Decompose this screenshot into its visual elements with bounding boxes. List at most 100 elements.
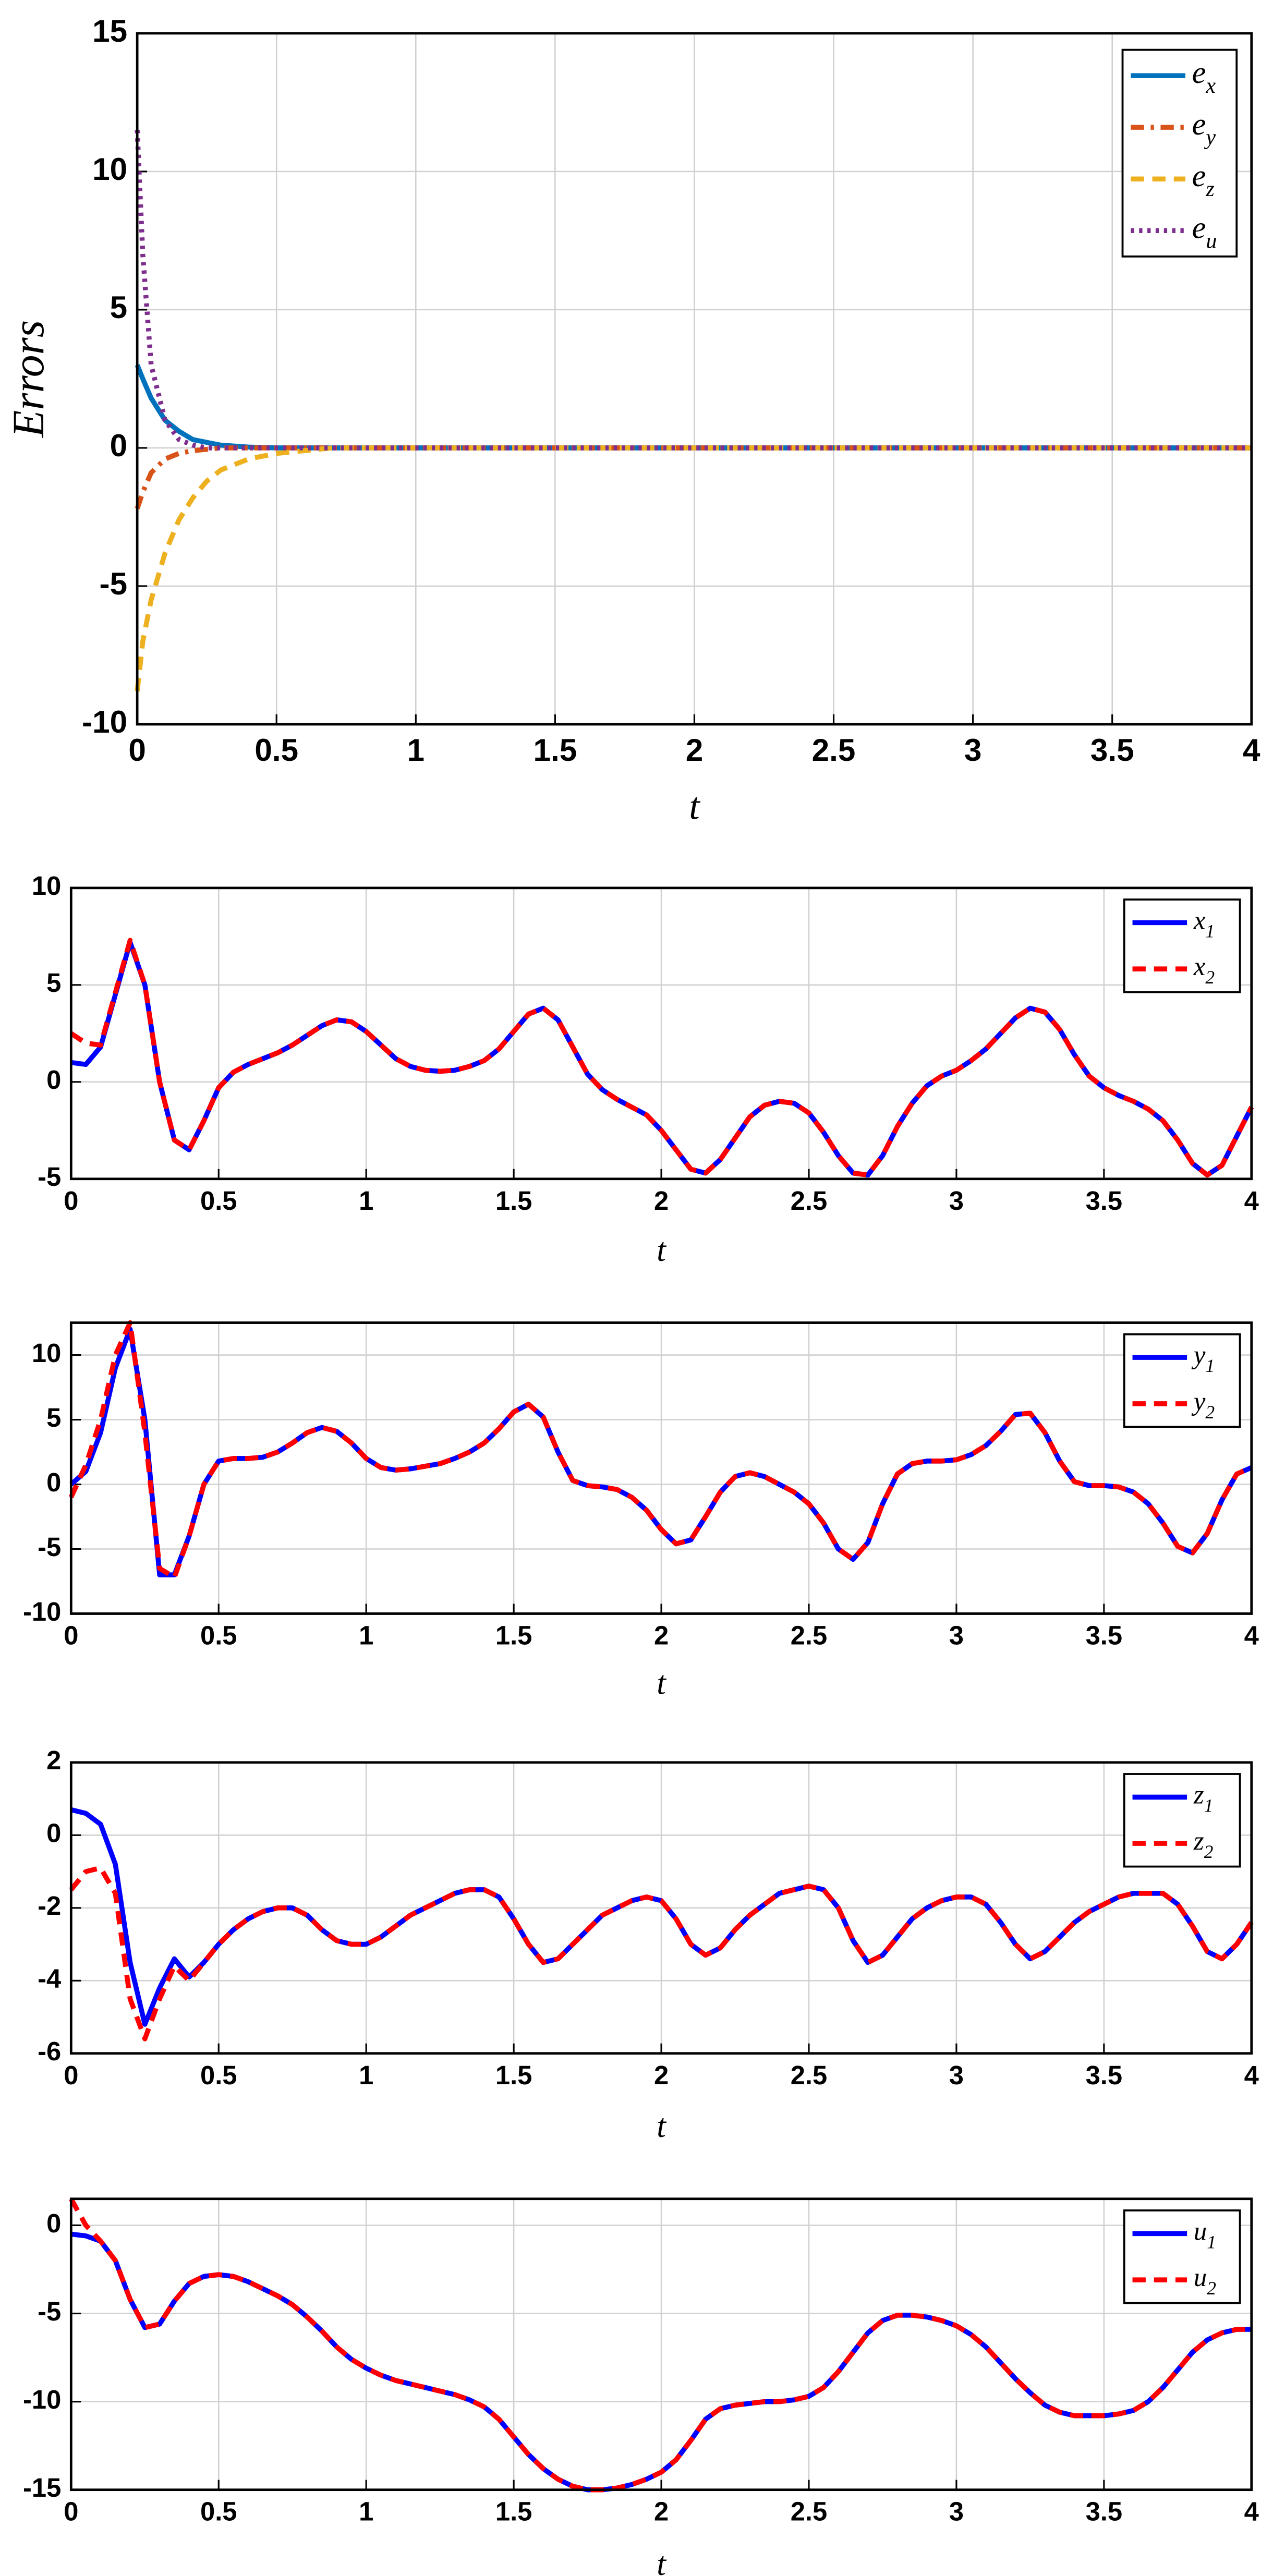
x-tick-label: 0: [64, 2497, 78, 2526]
x-tick-label: 0.5: [200, 1621, 237, 1650]
x-tick-label: 0.5: [200, 2060, 237, 2090]
legend-label: z1: [1193, 1780, 1214, 1816]
x-tick-label: 3: [949, 1186, 964, 1216]
x-axis-label: t: [657, 2108, 666, 2144]
y-tick-label: -5: [38, 1532, 61, 1562]
x-tick-label: 1.5: [495, 2060, 532, 2090]
legend-label: z2: [1193, 1826, 1214, 1863]
x-tick-label: 3: [949, 2060, 964, 2090]
y-tick-label: -10: [82, 704, 127, 739]
x-tick-label: 3.5: [1086, 2060, 1123, 2090]
x-tick-label: 4: [1244, 2497, 1259, 2526]
x-tick-label: 3.5: [1086, 2497, 1123, 2526]
y-tick-label: 15: [92, 13, 127, 48]
legend-box: [1123, 2209, 1241, 2304]
y-tick-label: -10: [23, 2385, 61, 2414]
axes-box: [69, 886, 1253, 1181]
x-axis-label: t: [657, 1232, 666, 1268]
legend-label: u2: [1194, 2263, 1216, 2299]
y-tick-label: -5: [38, 2296, 61, 2326]
y-tick-label: 10: [92, 151, 127, 187]
x-tick-label: 2: [686, 732, 704, 768]
x-tick-label: 0: [64, 1621, 78, 1650]
y-tick-label: -15: [23, 2473, 61, 2502]
subplot: 0 0.5 1 1.5 2 2.5 3 3.5 4 -10 -5 0 5 10 15 t Errors ex ey e…: [4, 13, 1260, 828]
legend-label: eu: [1192, 210, 1217, 253]
y-tick-label: 0: [110, 428, 128, 463]
legend-label: y2: [1191, 1387, 1215, 1423]
x-tick-label: 1: [359, 1621, 373, 1650]
x-tick-label: 4: [1244, 1621, 1259, 1650]
y-tick-label: -10: [23, 1597, 61, 1626]
axes-box: [69, 2197, 1253, 2492]
subplot: 0 0.5 1 1.5 2 2.5 3 3.5 4 -6 -4 -2 0 2 t z1 z2: [38, 1745, 1259, 2144]
x-axis-label: t: [657, 2546, 666, 2576]
y-tick-label: -6: [38, 2036, 61, 2066]
x-tick-label: 2: [654, 2060, 669, 2090]
legend-box: [1121, 48, 1238, 258]
legend-box: [1123, 1333, 1241, 1428]
x-tick-label: 0: [64, 1186, 78, 1216]
x-tick-label: 0: [64, 2060, 78, 2090]
x-tick-label: 2: [654, 2497, 669, 2526]
series-line: [69, 1865, 1254, 2042]
x-tick-label: 0.5: [200, 2497, 237, 2526]
legend-label: x1: [1193, 905, 1215, 942]
series-line: [135, 445, 1252, 691]
axes-box: [136, 32, 1253, 726]
y-tick-label: 10: [32, 1338, 61, 1368]
x-axis-label: t: [657, 1665, 666, 1702]
x-tick-label: 3: [949, 1621, 964, 1650]
x-tick-label: 1: [359, 2060, 373, 2090]
x-tick-label: 2.5: [791, 1186, 828, 1216]
axes-box: [69, 1761, 1253, 2055]
legend-box: [1123, 1773, 1241, 1868]
x-tick-label: 3.5: [1090, 732, 1134, 768]
x-tick-label: 2.5: [791, 1621, 828, 1650]
y-tick-label: 0: [46, 2208, 61, 2238]
x-tick-label: 1: [359, 2497, 373, 2526]
x-tick-label: 2.5: [812, 732, 856, 768]
series-line: [69, 2197, 1252, 2493]
x-tick-label: 4: [1244, 2060, 1259, 2090]
y-tick-label: 5: [46, 1403, 61, 1432]
x-tick-label: 3.5: [1086, 1186, 1123, 1216]
y-tick-label: -2: [38, 1891, 61, 1921]
y-tick-label: -5: [100, 566, 128, 601]
x-tick-label: 2: [654, 1186, 669, 1216]
y-tick-label: 10: [32, 871, 61, 901]
x-tick-label: 2: [654, 1621, 669, 1650]
legend-label: y1: [1191, 1340, 1215, 1377]
series-line: [135, 130, 1252, 451]
y-tick-label: 2: [46, 1745, 61, 1775]
legend-box: [1123, 898, 1241, 993]
legend-label: ez: [1192, 159, 1215, 201]
x-tick-label: 3: [949, 2497, 964, 2526]
x-tick-label: 1.5: [495, 1621, 532, 1650]
y-tick-label: -4: [38, 1964, 61, 1994]
x-axis-label: t: [689, 785, 700, 828]
legend-label: ey: [1192, 107, 1216, 150]
series-line: [69, 938, 1254, 1178]
y-tick-label: 5: [46, 968, 61, 998]
x-tick-label: 4: [1243, 732, 1260, 768]
y-axis-label: Errors: [4, 320, 53, 438]
y-tick-label: 0: [46, 1065, 61, 1095]
axes-box: [69, 1321, 1253, 1615]
y-tick-label: -5: [38, 1162, 61, 1192]
legend-label: x2: [1193, 952, 1215, 988]
x-tick-label: 1.5: [495, 1186, 532, 1216]
subplot: 0 0.5 1 1.5 2 2.5 3 3.5 4 -10 -5 0 5 10 t y1 y2: [23, 1320, 1259, 1702]
x-tick-label: 3.5: [1086, 1621, 1123, 1650]
x-tick-label: 1.5: [495, 2497, 532, 2526]
x-tick-label: 3: [964, 732, 982, 768]
legend-label: u1: [1194, 2216, 1216, 2253]
x-tick-label: 2.5: [791, 2060, 828, 2090]
x-tick-label: 4: [1244, 1186, 1259, 1216]
x-tick-label: 1: [407, 732, 425, 768]
x-tick-label: 0: [128, 732, 146, 768]
x-tick-label: 1.5: [534, 732, 577, 768]
legend-label: ex: [1192, 55, 1216, 98]
